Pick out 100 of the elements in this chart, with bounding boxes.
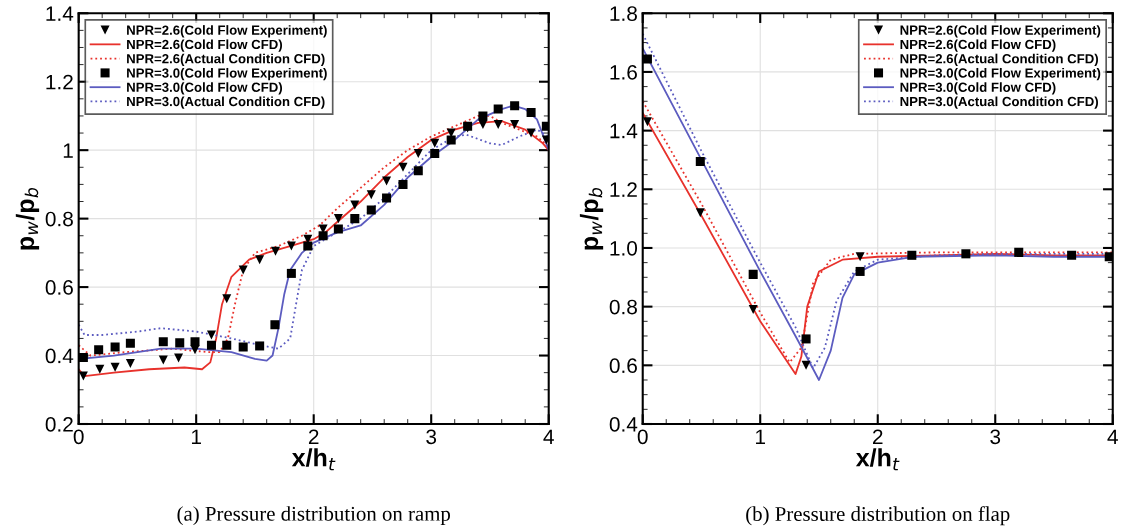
x-tick-label: 4 [543,429,554,444]
text: (b) Pressure distribution on flap [746,506,1010,526]
x-axis-title: x/h$_{t}$ [291,448,336,471]
y-tick-label: 0.6 [609,358,637,374]
y-tick-label: 1.0 [610,240,638,256]
point [125,358,135,368]
point [366,205,376,215]
point [206,340,216,350]
point [695,208,705,218]
y-tick-label: 1.6 [610,64,637,80]
x-tick-label: 2 [873,429,883,444]
point [382,176,392,186]
point [478,111,488,121]
point [961,249,971,259]
x-tick-label: 1 [191,429,201,444]
text: (a) Pressure distribution on ramp [177,506,451,526]
point [222,294,232,304]
point [510,119,520,130]
point [541,135,549,145]
point [350,214,360,224]
y-tick-label: 1.2 [46,74,73,90]
y-tick-label: 1.4 [610,123,638,139]
point [1014,247,1024,257]
point [382,193,392,203]
point [125,338,135,348]
point [94,345,104,355]
point [855,266,865,276]
point [222,340,232,350]
point [801,360,811,370]
legend-label: NPR=3.0(Actual Condition CFD) [127,96,325,109]
point [398,179,408,189]
point [801,334,811,344]
legend-label: NPR=3.0(Cold Flow Experiment) [127,67,327,81]
y-tick-label: 1.4 [46,6,74,21]
legend-label: NPR=2.6(Cold Flow CFD) [900,39,1056,52]
point [855,252,865,262]
point [430,149,440,159]
point [238,265,248,275]
point [398,162,408,172]
x-tick-label: 2 [308,429,319,444]
point [270,320,280,330]
legend-label: NPR=2.6(Actual Condition CFD) [900,53,1099,66]
point [493,119,503,130]
point [1067,250,1077,260]
legend-label: NPR=2.6(Cold Flow CFD) [127,39,283,52]
point [318,231,328,241]
point [642,54,652,64]
legend-label: NPR=2.6(Actual Condition CFD) [127,53,325,66]
y-tick-label: 1.8 [610,6,637,21]
x-tick-label: 3 [990,429,1001,445]
y-tick-label: 1.2 [610,182,637,197]
legend-label: NPR=3.0(Cold Flow CFD) [900,82,1056,95]
point [350,200,360,210]
y-tick-label: 0.8 [609,299,637,315]
y-axis-title: p$_{w}$/p$_{b}$ [15,187,40,250]
x-tick-label: 0 [637,429,648,445]
point [333,224,343,234]
point [238,342,248,352]
legend-label: NPR=3.0(Cold Flow CFD) [127,82,283,95]
point [175,338,185,348]
point [748,269,758,279]
point [642,117,652,127]
legend-label: NPR=2.6(Cold Flow Experiment) [900,25,1101,38]
point [174,353,184,363]
point [110,342,120,352]
point [366,190,376,200]
legend-label: NPR=2.6(Cold Flow Experiment) [127,25,327,38]
point [110,362,120,372]
point [78,353,88,363]
point [255,341,265,351]
point [270,246,281,256]
point [413,149,423,159]
point [413,166,423,176]
point [286,241,296,251]
point [493,104,503,114]
x-axis-title: x/h$_{t}$ [855,448,900,471]
point [446,135,456,145]
legend-label: NPR=3.0(Cold Flow Experiment) [900,67,1101,81]
point [478,119,488,130]
y-tick-label: 0.6 [45,280,73,295]
y-axis-title: p$_{w}$/p$_{b}$ [579,187,604,250]
y-tick-label: 0.4 [45,348,74,364]
point [206,330,216,340]
y-tick-label: 0.8 [45,211,73,227]
point [510,101,520,111]
point [526,108,536,118]
x-tick-label: 4 [1107,429,1118,444]
point [158,337,168,347]
point [255,255,265,265]
point [695,156,705,166]
point [303,241,313,251]
point [78,371,88,381]
point [748,305,758,315]
y-tick-label: 1 [63,143,73,158]
x-tick-label: 3 [426,429,437,445]
point [333,214,343,224]
point [907,250,917,260]
legend-label: NPR=3.0(Actual Condition CFD) [900,96,1099,109]
point [190,337,200,347]
x-tick-label: 1 [756,429,766,444]
